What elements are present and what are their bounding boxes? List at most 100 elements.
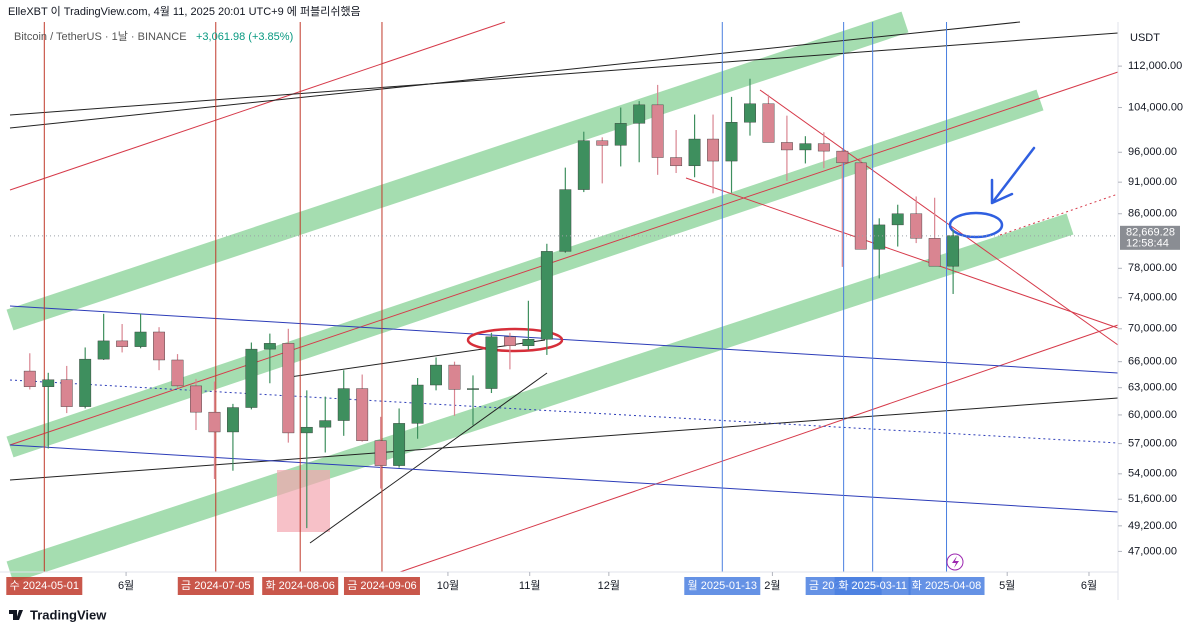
x-tick-label: 6월 (1081, 579, 1097, 592)
candle-body (60, 379, 73, 407)
candle-body (134, 331, 147, 347)
y-tick-label: 96,000.00 (1128, 146, 1177, 158)
trend-line (9, 32, 1119, 116)
candle-body (873, 224, 886, 250)
logo: TradingView (9, 607, 107, 622)
candle-body (97, 340, 110, 360)
date-marker-box (262, 577, 339, 595)
y-tick-label: 66,000.00 (1128, 356, 1177, 368)
candle-body (190, 385, 202, 413)
candle-body (670, 157, 683, 167)
candle-body (633, 104, 646, 124)
logo-icon (9, 610, 23, 620)
x-tick-label: 12월 (598, 579, 620, 592)
candle-body (891, 213, 904, 226)
y-axis-title: USDT (1130, 32, 1160, 44)
trend-line (9, 71, 1119, 446)
chart-title: Bitcoin / TetherUS · 1날 · BINANCE (14, 30, 187, 43)
candle-body (817, 143, 830, 152)
candle-body (836, 150, 849, 164)
candle-body (799, 143, 812, 151)
candle-body (319, 420, 332, 428)
trend-line (999, 193, 1119, 236)
candle-body (430, 364, 442, 386)
candle-body (337, 388, 350, 421)
y-tick-label: 60,000.00 (1128, 409, 1177, 421)
brand: TradingView (30, 607, 107, 622)
candle-body (356, 388, 369, 441)
candle-body (854, 162, 867, 250)
annotation-ellipse (466, 327, 564, 353)
candle-body (614, 123, 627, 146)
trend-line (282, 339, 546, 379)
candle-body (780, 142, 793, 151)
y-tick-label: 47,000.00 (1128, 545, 1177, 557)
highlight-box (277, 470, 330, 532)
candle-body (171, 359, 184, 387)
candle-body (263, 343, 276, 350)
channel-band (6, 11, 909, 331)
candle-body (245, 348, 258, 408)
candle-body (485, 336, 498, 389)
candle-body (707, 138, 719, 162)
annotation-arrow (990, 146, 1036, 205)
candle-body (596, 140, 609, 146)
chart-subtitle: +3,061.98 (+3.85%) (196, 31, 293, 43)
date-marker-label: 수 2024-05-01 (10, 579, 79, 592)
date-marker-label: 월 2025-01-13 (688, 579, 757, 592)
trend-line (685, 177, 1119, 329)
x-tick-label: 11월 (519, 579, 541, 592)
candle-body (116, 340, 129, 347)
candle-body (300, 426, 313, 434)
channel-band (6, 89, 1044, 458)
candle-body (725, 122, 738, 162)
last-price-label: 82,669.28 (1126, 227, 1175, 239)
last-price-box (1120, 225, 1180, 250)
x-tick-label: 5월 (999, 579, 1015, 592)
y-tick-label: 104,000.00 (1128, 101, 1183, 113)
channel-band (6, 213, 1074, 583)
y-tick-label: 74,000.00 (1128, 292, 1177, 304)
trend-line (309, 372, 548, 544)
candles (23, 78, 960, 529)
trend-line (9, 21, 506, 191)
candle-body (522, 339, 535, 347)
publisher: ElleXBT 이 TradingView.com, 4월 11, 2025 2… (8, 5, 361, 18)
date-marker-box (684, 577, 761, 595)
y-tick-label: 91,000.00 (1128, 176, 1177, 188)
candle-body (153, 331, 165, 361)
trend-line (9, 305, 1119, 374)
candle-body (928, 238, 941, 267)
candle-body (762, 103, 775, 143)
y-tick-label: 112,000.00 (1128, 60, 1182, 72)
candle-body (79, 358, 92, 407)
candle-body (448, 364, 461, 390)
trend-line (9, 21, 1021, 129)
candle-body (393, 423, 406, 466)
candle-body (208, 411, 221, 433)
countdown: 12:58:44 (1126, 238, 1169, 250)
date-marker-box (908, 577, 985, 595)
candle-body (577, 140, 590, 190)
candle-body (744, 103, 756, 123)
y-tick-label: 49,200.00 (1128, 520, 1177, 532)
x-tick-label: 2월 (764, 579, 780, 592)
candle-body (688, 138, 701, 167)
trend-line (759, 89, 1119, 346)
candle-body (559, 189, 572, 252)
x-tick-label: 10월 (437, 579, 459, 592)
candle-body (411, 384, 424, 424)
date-marker-box (6, 577, 83, 595)
date-marker-box (343, 577, 420, 595)
candle-body (910, 213, 923, 239)
candle-body (947, 235, 960, 267)
y-tick-label: 86,000.00 (1128, 208, 1177, 220)
date-marker-label: 화 2024-08-06 (265, 579, 334, 592)
y-tick-label: 78,000.00 (1128, 262, 1177, 274)
date-marker-label: 화 2025-03-11 (838, 579, 907, 592)
x-tick-label: 6월 (118, 579, 134, 592)
candle-body (374, 440, 387, 466)
